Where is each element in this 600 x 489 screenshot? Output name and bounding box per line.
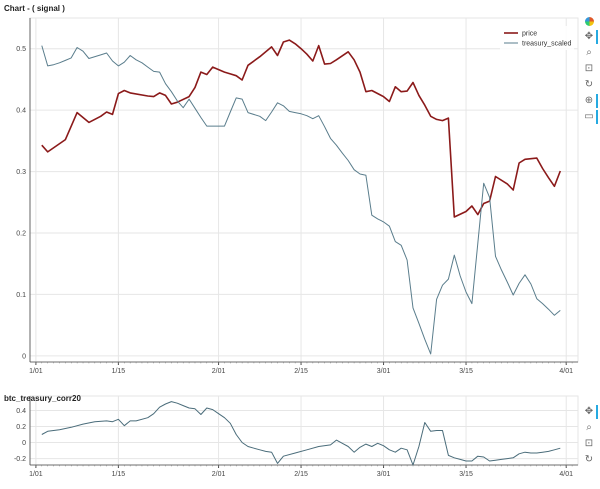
corr-xtick-label: 3/01 bbox=[377, 471, 391, 478]
main-zoom-tool-icon[interactable]: ⌕ bbox=[586, 47, 592, 58]
main-ytick-label: 0.2 bbox=[16, 231, 26, 238]
corr-pan-tool-icon[interactable]: ✥ bbox=[582, 405, 598, 419]
corr-plot-frame bbox=[29, 395, 579, 466]
main-xtick-label: 3/15 bbox=[459, 368, 473, 375]
main-bokeh-logo-icon bbox=[582, 14, 596, 28]
main-xtick-label: 3/01 bbox=[377, 368, 391, 375]
main-box-zoom-tool-icon[interactable]: ⊡ bbox=[584, 63, 594, 74]
main-ytick-label: 0.3 bbox=[16, 169, 26, 176]
main-hover-tool-icon[interactable]: ▭ bbox=[582, 110, 598, 124]
main-chart: Chart - ( signal ) 0 0.1 0.2 0.3 0.4 0.5 1/01 1… bbox=[0, 0, 580, 390]
main-xtick-label: 2/01 bbox=[212, 368, 226, 375]
corr-xtick-label: 4/01 bbox=[559, 471, 573, 478]
main-toolbar: ✥ ⌕ ⊡ ↻ ⊕ ▭ bbox=[582, 12, 598, 126]
legend-label-treasury-scaled: treasury_scaled bbox=[522, 41, 572, 48]
main-pan-tool-icon[interactable]: ✥ bbox=[582, 30, 598, 44]
main-logo-mark bbox=[584, 16, 594, 26]
main-ytick-label: 0.1 bbox=[16, 292, 26, 299]
corr-ytick-label: -0.2 bbox=[14, 456, 26, 463]
main-ytick-label: 0.4 bbox=[16, 108, 26, 115]
corr-xtick-label: 3/15 bbox=[459, 471, 473, 478]
corr-xtick-label: 1/15 bbox=[112, 471, 126, 478]
corr-ytick-label: 0 bbox=[22, 440, 26, 447]
corr-reset-tool-icon[interactable]: ↻ bbox=[584, 454, 594, 465]
corr-zoom-tool-icon[interactable]: ⌕ bbox=[586, 422, 592, 433]
corr-chart-svg[interactable]: -0.2 0 0.2 0.4 1/01 1/15 2/01 2/15 3/01 3/15 4/01 bbox=[0, 390, 580, 484]
corr-chart: btc_treasury_corr20 -0.2 0 0.2 0.4 1/01 1/15 2… bbox=[0, 390, 580, 484]
main-chart-title: Chart - ( signal ) bbox=[4, 4, 65, 13]
corr-xtick-label: 1/01 bbox=[29, 471, 43, 478]
corr-box-zoom-tool-icon[interactable]: ⊡ bbox=[584, 438, 594, 449]
main-reset-tool-icon[interactable]: ↻ bbox=[584, 79, 594, 90]
corr-xtick-label: 2/15 bbox=[294, 471, 308, 478]
corr-toolbar: ✥ ⌕ ⊡ ↻ bbox=[582, 403, 598, 469]
main-series-price-line bbox=[41, 39, 562, 218]
main-series-treasury-scaled-line bbox=[41, 45, 561, 355]
main-xtick-label: 1/01 bbox=[29, 368, 43, 375]
main-xtick-label: 1/15 bbox=[112, 368, 126, 375]
main-plot-frame bbox=[29, 17, 579, 363]
main-xtick-label: 4/01 bbox=[559, 368, 573, 375]
corr-ytick-label: 0.2 bbox=[16, 424, 26, 431]
main-crosshair-tool-icon[interactable]: ⊕ bbox=[582, 94, 598, 108]
corr-xtick-label: 2/01 bbox=[212, 471, 226, 478]
main-chart-svg[interactable]: 0 0.1 0.2 0.3 0.4 0.5 1/01 1/15 2/01 2/15 3/01 3/15… bbox=[0, 0, 580, 390]
legend-background bbox=[500, 26, 574, 50]
main-legend: price treasury_scaled bbox=[500, 26, 574, 50]
corr-chart-title: btc_treasury_corr20 bbox=[4, 394, 81, 403]
legend-label-price: price bbox=[522, 31, 537, 38]
corr-ytick-label: 0.4 bbox=[16, 408, 26, 415]
corr-series-btc-treasury-corr20-line bbox=[41, 401, 561, 466]
main-xtick-label: 2/15 bbox=[294, 368, 308, 375]
main-ytick-label: 0 bbox=[22, 353, 26, 360]
main-ytick-label: 0.5 bbox=[16, 46, 26, 53]
